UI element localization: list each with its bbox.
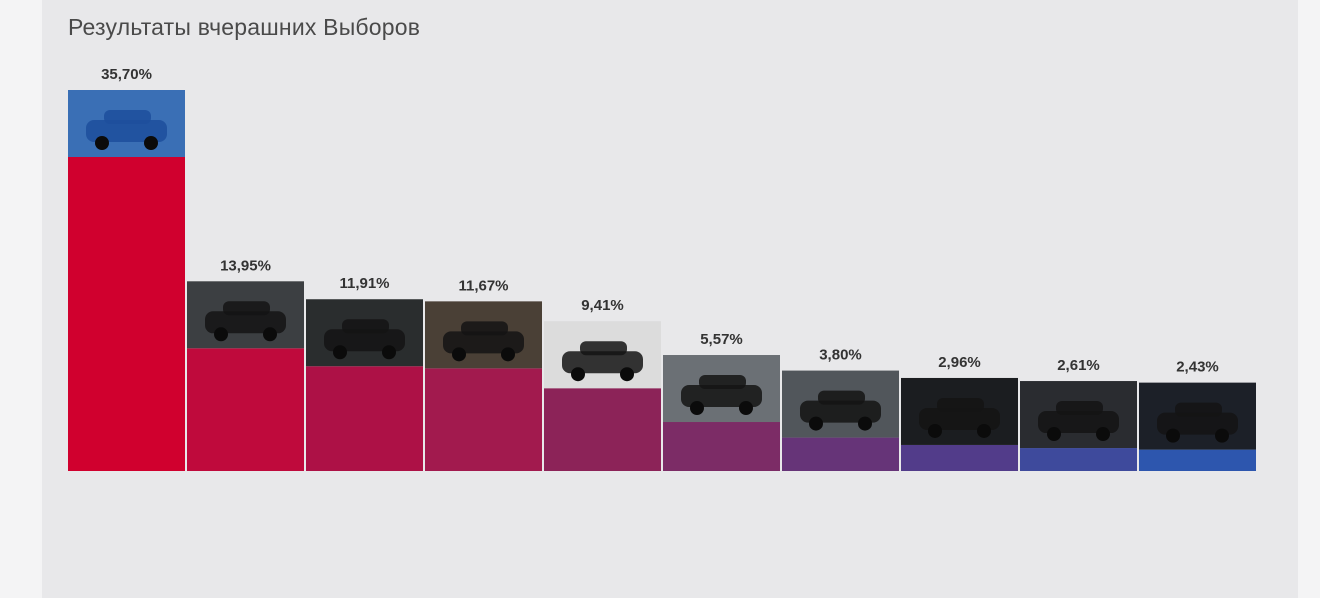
bar-6 <box>663 422 780 471</box>
chart-title: Результаты вчерашних Выборов <box>68 14 421 40</box>
bar-photo-4 <box>425 301 542 369</box>
bar-1 <box>68 157 185 471</box>
bar-8 <box>901 444 1018 471</box>
bar-photo-2 <box>187 281 304 349</box>
bar-photo-7 <box>782 370 899 438</box>
bar-7 <box>782 437 899 471</box>
value-label-9: 2,61% <box>1057 357 1100 374</box>
bar-photo-5 <box>544 321 661 389</box>
bar-photo-1 <box>68 90 185 157</box>
bar-4 <box>425 368 542 471</box>
value-label-7: 3,80% <box>819 347 862 364</box>
value-label-5: 9,41% <box>581 297 624 314</box>
bar-5 <box>544 388 661 471</box>
bar-3 <box>306 366 423 471</box>
value-label-6: 5,57% <box>700 331 743 348</box>
bar-9 <box>1020 448 1137 471</box>
value-label-10: 2,43% <box>1176 359 1219 376</box>
value-label-3: 11,91% <box>339 275 389 292</box>
value-label-1: 35,70% <box>101 66 152 83</box>
value-label-2: 13,95% <box>220 257 271 274</box>
bar-2 <box>187 348 304 471</box>
bar-10 <box>1139 449 1256 471</box>
bar-photo-10 <box>1139 382 1256 450</box>
bar-photo-3 <box>306 299 423 367</box>
value-label-4: 11,67% <box>458 277 508 294</box>
bar-photo-9 <box>1020 381 1137 449</box>
bar-photo-8 <box>901 377 1018 445</box>
value-label-8: 2,96% <box>938 354 981 371</box>
bar-photo-6 <box>663 355 780 423</box>
